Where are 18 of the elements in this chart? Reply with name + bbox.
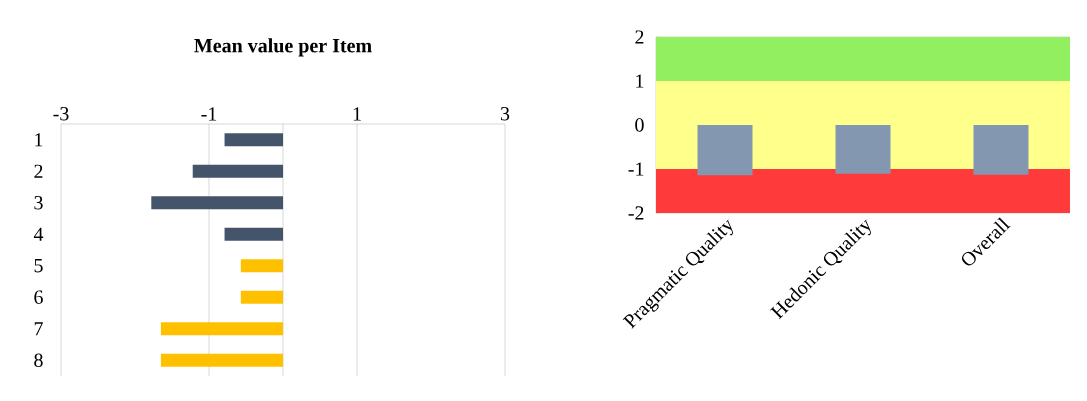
x-tick-label: 1 [353,107,361,121]
y-tick-label: 2 [34,164,43,178]
x-tick-label: 3 [500,107,510,121]
x-tick-label: -3 [53,107,69,121]
y-tick-label: 6 [34,290,43,304]
y-tick-label: 1 [35,133,43,147]
y-tick-label: 5 [34,259,43,273]
y-tick-label: 0 [635,118,644,132]
y-tick-label: 3 [34,196,43,210]
y-tick-label: -1 [628,162,644,176]
x-tick-label: -1 [201,107,217,121]
y-tick-label: 7 [34,322,43,336]
y-tick-label: 8 [34,353,43,367]
y-tick-label: 1 [636,74,644,88]
y-tick-label: 4 [33,227,44,241]
chart-title: Mean value per Item [194,38,372,57]
y-tick-label: -2 [628,206,644,220]
y-tick-label: 2 [635,30,644,44]
